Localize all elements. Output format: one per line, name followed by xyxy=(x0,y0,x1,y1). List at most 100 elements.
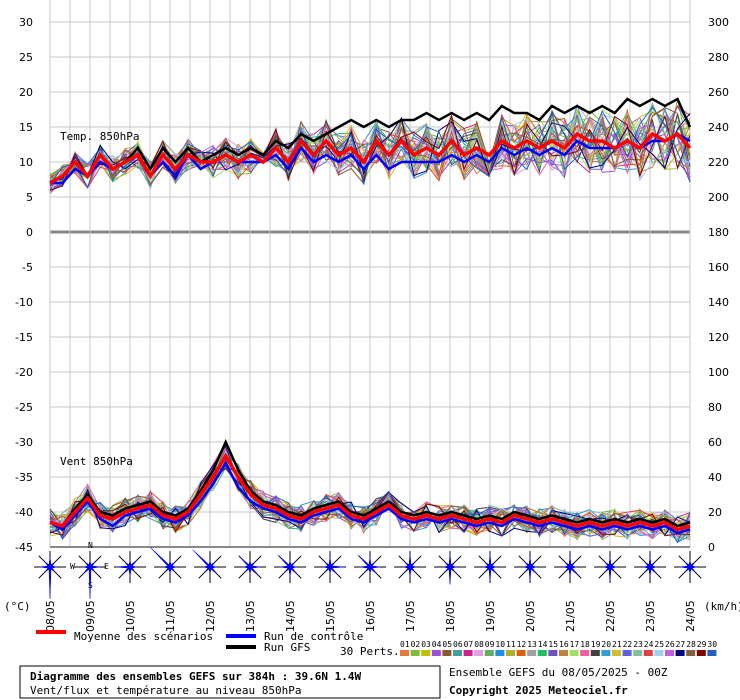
pert-legend: 01 02 03 04 05 06 07 08 09 10 11 12 13 14 15 16 17 18 19 20… xyxy=(400,640,717,656)
pert-legend-number: 12 xyxy=(517,640,527,649)
pert-legend-swatch xyxy=(686,650,696,656)
right-tick-label: 180 xyxy=(708,226,729,239)
x-date-label: 23/05 xyxy=(644,600,657,632)
rose-label-n: N xyxy=(88,541,93,550)
pert-legend-number: 29 xyxy=(697,640,707,649)
x-date-label: 11/05 xyxy=(164,600,177,632)
rose-shape xyxy=(643,556,658,578)
left-tick-label: -40 xyxy=(15,506,33,519)
wind-rose xyxy=(354,551,386,583)
right-tick-label: 240 xyxy=(708,121,729,134)
pert-legend-swatch xyxy=(633,650,643,656)
pert-legend-number: 20 xyxy=(601,640,611,649)
pert-legend-number: 30 xyxy=(707,640,717,649)
temp-control-line xyxy=(50,132,691,185)
rose-shape xyxy=(277,554,298,578)
wind-rose xyxy=(234,551,266,583)
wind-rose xyxy=(192,549,226,583)
info-box: Diagramme des ensembles GEFS sur 384h : … xyxy=(19,665,441,699)
pert-legend-swatch xyxy=(506,650,515,656)
pert-legend-number: 19 xyxy=(591,640,601,649)
right-axis: 3002802602402202001801601401201008060402… xyxy=(708,16,729,554)
wind-rose xyxy=(434,551,466,585)
right-tick-label: 160 xyxy=(708,261,729,274)
wind-panel-label: Vent 850hPa xyxy=(60,455,133,468)
left-tick-label: -45 xyxy=(15,541,33,554)
temp-gfs-line xyxy=(49,97,692,185)
wind-rose xyxy=(674,551,706,583)
run-info: Ensemble GEFS du 08/05/2025 - 00Z xyxy=(449,666,668,679)
pert-legend-number: 15 xyxy=(548,640,558,649)
left-tick-label: 20 xyxy=(19,86,33,99)
pert-legend-swatch xyxy=(675,650,685,656)
pert-legend-swatch xyxy=(569,650,579,656)
rose-shape xyxy=(240,557,261,577)
rose-shape xyxy=(563,556,580,578)
x-date-label: 08/05 xyxy=(44,600,57,632)
wind-control-line xyxy=(49,460,691,535)
left-tick-label: -25 xyxy=(15,401,33,414)
x-date-label: 18/05 xyxy=(444,600,457,632)
left-tick-label: -30 xyxy=(15,436,33,449)
rose-label-e: E xyxy=(104,562,109,571)
right-tick-label: 280 xyxy=(708,51,729,64)
x-date-label: 15/05 xyxy=(324,600,337,632)
right-tick-label: 120 xyxy=(708,331,729,344)
wind-rose xyxy=(114,551,146,583)
rose-shape xyxy=(483,553,498,581)
pert-legend-swatch xyxy=(643,650,653,656)
pert-legend-number: 08 xyxy=(474,640,484,649)
right-tick-label: 0 xyxy=(708,541,715,554)
pert-legend-number: 13 xyxy=(527,640,537,649)
pert-legend-swatch xyxy=(707,650,717,656)
wind-rose xyxy=(634,551,666,583)
pert-legend-number: 22 xyxy=(623,640,633,649)
pert-legend-number: 04 xyxy=(432,640,442,649)
info-box-border xyxy=(19,665,441,699)
wind-rose xyxy=(474,551,506,583)
pert-legend-number: 17 xyxy=(570,640,580,649)
pert-legend-number: 05 xyxy=(442,640,452,649)
pert-legend-swatch xyxy=(527,650,537,656)
pert-legend-swatch xyxy=(453,650,462,656)
rose-shape xyxy=(149,546,177,574)
left-tick-label: -5 xyxy=(22,261,33,274)
right-tick-label: 200 xyxy=(708,191,729,204)
chart-subtitle: Vent/flux et température au niveau 850hP… xyxy=(30,684,302,697)
x-date-label: 14/05 xyxy=(284,600,297,632)
left-tick-label: -35 xyxy=(15,471,33,484)
pert-legend-swatch xyxy=(537,650,547,656)
right-tick-label: 260 xyxy=(708,86,729,99)
x-date-label: 21/05 xyxy=(564,600,577,632)
pert-legend-swatch xyxy=(410,650,420,656)
x-date-label: 20/05 xyxy=(524,600,537,632)
legend: Moyenne des scénarios Run de contrôle Ru… xyxy=(36,630,717,658)
pert-legend-number: 11 xyxy=(506,640,516,649)
left-tick-label: 25 xyxy=(19,51,33,64)
wind-rose xyxy=(149,546,186,583)
rose-shape xyxy=(82,560,101,599)
rose-shape xyxy=(39,556,57,599)
left-tick-label: 15 xyxy=(19,121,33,134)
pert-legend-number: 03 xyxy=(421,640,431,649)
pert-legend-swatch xyxy=(442,650,452,656)
pert-legend-number: 02 xyxy=(411,640,421,649)
pert-legend-swatch xyxy=(421,650,431,656)
wind-rose xyxy=(314,551,346,583)
pert-legend-swatch xyxy=(622,650,632,656)
x-date-label: 10/05 xyxy=(124,600,137,632)
pert-legend-number: 21 xyxy=(612,640,622,649)
x-date-label: 22/05 xyxy=(604,600,617,632)
main-lines xyxy=(49,97,692,535)
pert-legend-swatch xyxy=(495,650,505,656)
pert-legend-number: 27 xyxy=(676,640,686,649)
left-axis-unit: (°C) xyxy=(4,600,31,613)
pert-legend-swatch xyxy=(548,650,558,656)
x-date-label: 12/05 xyxy=(204,600,217,632)
pert-legend-number: 14 xyxy=(538,640,548,649)
pert-legend-swatch xyxy=(601,650,611,656)
left-tick-label: -10 xyxy=(15,296,33,309)
temp-panel-label: Temp. 850hPa xyxy=(60,130,139,143)
pert-legend-number: 07 xyxy=(464,640,474,649)
legend-control-swatch xyxy=(226,634,256,638)
